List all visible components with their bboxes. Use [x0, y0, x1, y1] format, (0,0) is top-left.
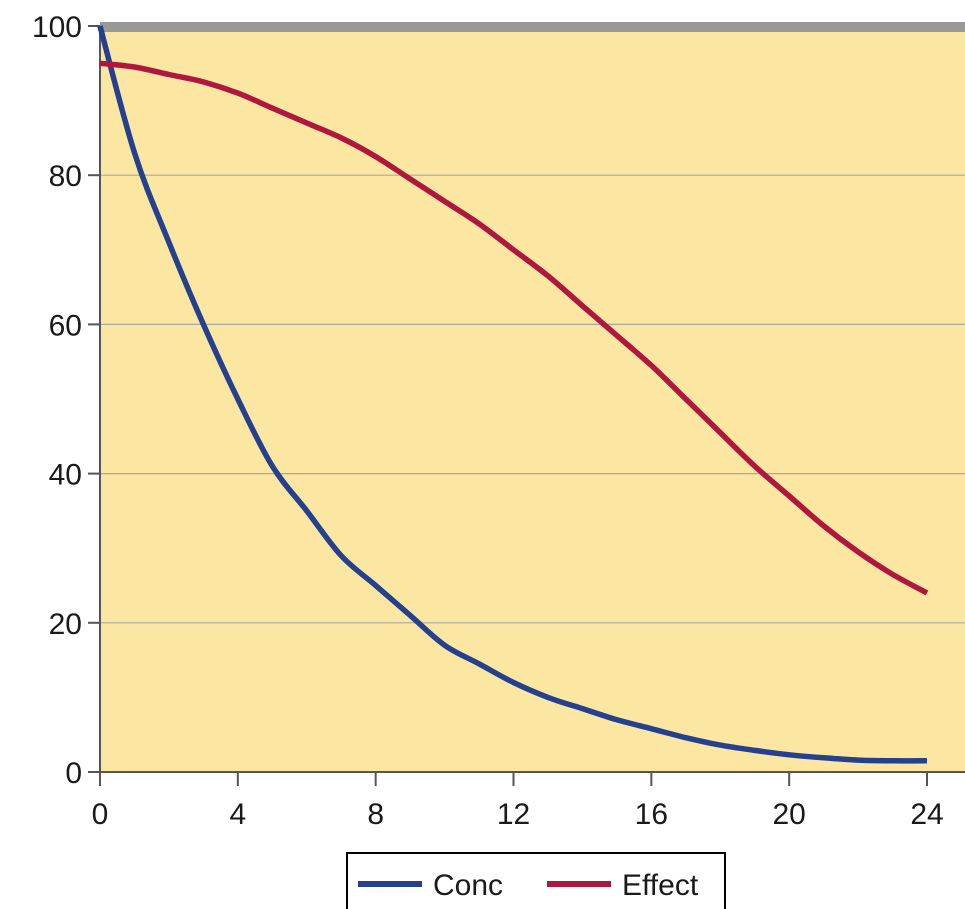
axes: [99, 26, 965, 773]
series-line-effect: [99, 60, 929, 596]
y-tick-label-0: 0: [65, 757, 82, 790]
x-tick-label-8: 8: [367, 798, 384, 831]
x-axis-ticks: 0 4 8 12 16 20 24: [92, 772, 944, 831]
y-tick-label-80: 80: [49, 160, 82, 193]
series-line-conc: [97, 25, 928, 764]
legend-label-effect: Effect: [622, 869, 699, 902]
x-tick-label-24: 24: [910, 798, 943, 831]
legend-label-conc: Conc: [433, 869, 503, 902]
top-band: [100, 22, 965, 32]
y-tick-label-20: 20: [49, 608, 82, 641]
y-tick-label-60: 60: [49, 309, 82, 342]
grid-lines: [100, 174, 965, 624]
plot-background: [100, 26, 965, 772]
x-tick-label-4: 4: [229, 798, 246, 831]
x-tick-label-16: 16: [635, 798, 668, 831]
legend: Conc Effect: [346, 852, 726, 909]
series-lines: [97, 25, 929, 764]
x-tick-label-0: 0: [92, 798, 109, 831]
y-tick-label-40: 40: [49, 459, 82, 492]
y-tick-label-100: 100: [32, 11, 82, 44]
y-axis-ticks: 0 20 40 60 80 100: [32, 11, 100, 790]
x-tick-label-20: 20: [772, 798, 805, 831]
x-tick-label-12: 12: [497, 798, 530, 831]
